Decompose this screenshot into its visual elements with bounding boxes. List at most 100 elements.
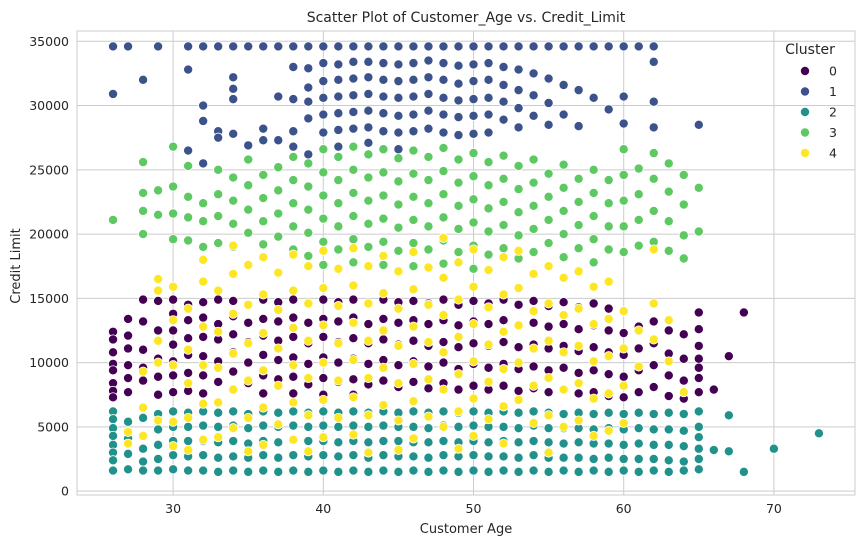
data-point: [588, 298, 599, 309]
data-point: [483, 414, 494, 425]
plot-area: [76, 30, 856, 496]
data-point: [498, 364, 509, 375]
data-point: [183, 303, 194, 314]
data-point: [333, 108, 344, 119]
data-point: [258, 169, 269, 180]
data-point: [168, 281, 179, 292]
data-point: [273, 343, 284, 354]
data-point: [243, 259, 254, 270]
data-point: [408, 41, 419, 52]
data-point: [678, 375, 689, 386]
data-point: [273, 304, 284, 315]
data-point: [303, 466, 314, 477]
data-point: [378, 41, 389, 52]
data-point: [663, 466, 674, 477]
data-point: [468, 393, 479, 404]
data-point: [333, 263, 344, 274]
data-point: [123, 41, 134, 52]
data-point: [453, 223, 464, 234]
data-point: [168, 464, 179, 475]
y-tick-label: 5000: [37, 419, 69, 434]
data-point: [393, 41, 404, 52]
data-point: [543, 437, 554, 448]
data-point: [303, 41, 314, 52]
data-point: [393, 245, 404, 256]
data-point: [438, 436, 449, 447]
data-point: [453, 247, 464, 258]
data-point: [168, 416, 179, 427]
data-point: [528, 295, 539, 306]
data-point: [453, 331, 464, 342]
data-point: [213, 326, 224, 337]
data-point: [513, 320, 524, 331]
data-point: [693, 454, 704, 465]
data-point: [603, 438, 614, 449]
data-point: [348, 355, 359, 366]
data-point: [303, 149, 314, 160]
data-point: [258, 365, 269, 376]
data-point: [558, 272, 569, 283]
data-point: [198, 388, 209, 399]
data-point: [108, 214, 119, 225]
data-point: [363, 358, 374, 369]
data-point: [333, 301, 344, 312]
data-point: [558, 421, 569, 432]
grid: [77, 31, 855, 495]
data-point: [603, 41, 614, 52]
data-point: [468, 465, 479, 476]
data-point: [573, 85, 584, 96]
data-point: [378, 74, 389, 85]
data-point: [228, 423, 239, 434]
data-point: [513, 85, 524, 96]
data-point: [588, 187, 599, 198]
data-point: [588, 430, 599, 441]
data-point: [423, 337, 434, 348]
data-point: [153, 295, 164, 306]
data-point: [528, 68, 539, 79]
data-point: [333, 437, 344, 448]
data-point: [663, 158, 674, 169]
data-point: [258, 439, 269, 450]
data-point: [693, 119, 704, 130]
data-point: [393, 378, 404, 389]
data-point: [558, 347, 569, 358]
data-point: [153, 371, 164, 382]
data-point: [363, 447, 374, 458]
data-point: [348, 56, 359, 67]
data-point: [318, 127, 329, 138]
data-point: [123, 387, 134, 398]
data-point: [288, 434, 299, 445]
data-point: [603, 221, 614, 232]
data-point: [588, 41, 599, 52]
data-point: [183, 41, 194, 52]
data-point: [423, 361, 434, 372]
data-point: [603, 369, 614, 380]
data-point: [213, 452, 224, 463]
data-point: [228, 366, 239, 377]
data-point: [708, 445, 719, 456]
data-point: [378, 108, 389, 119]
data-point: [393, 144, 404, 155]
data-point: [183, 64, 194, 75]
data-point: [228, 240, 239, 251]
data-point: [378, 91, 389, 102]
data-point: [168, 294, 179, 305]
data-point: [633, 214, 644, 225]
data-point: [513, 466, 524, 477]
data-point: [123, 416, 134, 427]
data-point: [408, 238, 419, 249]
data-point: [198, 297, 209, 308]
data-point: [603, 198, 614, 209]
data-point: [303, 436, 314, 447]
data-point: [588, 365, 599, 376]
data-point: [648, 334, 659, 345]
data-point: [633, 189, 644, 200]
data-point: [333, 421, 344, 432]
data-point: [363, 72, 374, 83]
data-point: [723, 410, 734, 421]
data-point: [528, 41, 539, 52]
data-point: [693, 324, 704, 335]
data-point: [153, 274, 164, 285]
data-point: [498, 196, 509, 207]
